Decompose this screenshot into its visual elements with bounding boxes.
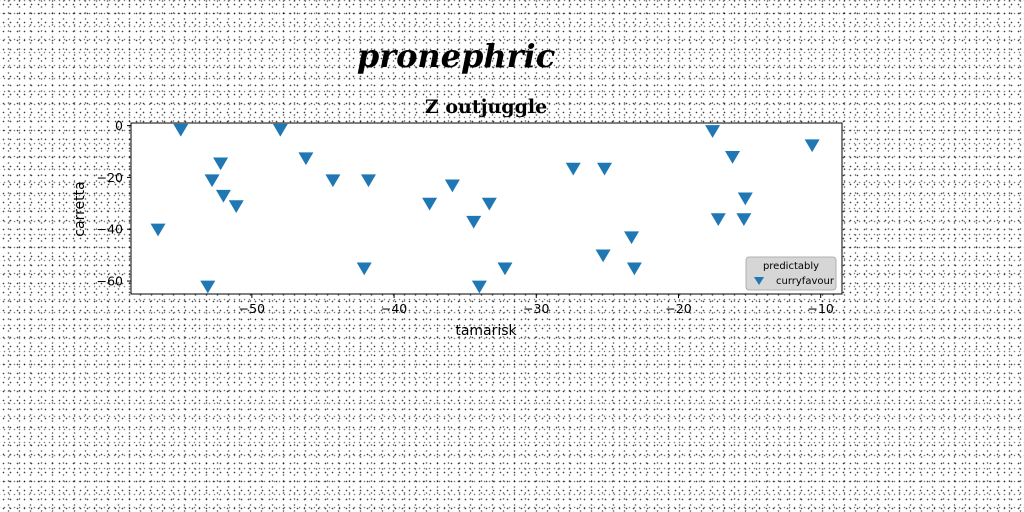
x-tick-label: −50 bbox=[239, 301, 265, 316]
x-tick-label: −30 bbox=[523, 301, 549, 316]
legend-marker-icon bbox=[754, 277, 764, 285]
legend-box bbox=[745, 256, 837, 291]
scatter-point bbox=[737, 192, 753, 206]
scatter-point bbox=[444, 179, 460, 193]
scatter-point bbox=[595, 249, 611, 263]
scatter-point bbox=[213, 157, 229, 171]
scatter-point bbox=[150, 223, 166, 237]
scatter-point bbox=[298, 152, 314, 166]
y-axis-label: carretta bbox=[72, 181, 88, 236]
scatter-point bbox=[725, 151, 741, 164]
scatter-point bbox=[173, 123, 189, 137]
scatter-point bbox=[497, 262, 513, 276]
plot-frame bbox=[130, 122, 843, 295]
plot-area bbox=[131, 123, 842, 294]
chart-suptitle: pronephric bbox=[357, 37, 555, 75]
x-tick-label: −20 bbox=[665, 301, 691, 316]
legend: predictably curryfavour bbox=[745, 256, 837, 291]
scatter-point bbox=[626, 262, 642, 276]
y-tick-label: −20 bbox=[97, 170, 123, 185]
x-tick-label: −40 bbox=[381, 301, 407, 316]
scatter-point bbox=[624, 231, 640, 245]
y-tick-label: −60 bbox=[97, 274, 123, 289]
scatter-point bbox=[200, 280, 216, 294]
scatter-point bbox=[804, 139, 820, 153]
scatter-point bbox=[705, 125, 721, 138]
legend-entry-curryfavour: curryfavour bbox=[776, 276, 835, 287]
scatter-point bbox=[215, 189, 231, 203]
scatter-point bbox=[356, 262, 372, 276]
axis-ticks: −50 −40 −30 −20 −10 0 −20 −40 −60 bbox=[97, 118, 834, 316]
scatter-point bbox=[597, 162, 613, 176]
scatter-point bbox=[481, 197, 497, 211]
scatter-point bbox=[466, 215, 482, 229]
scatter-point bbox=[272, 123, 288, 137]
legend-title: predictably bbox=[763, 261, 819, 272]
scatter-point bbox=[471, 280, 487, 294]
data-points bbox=[150, 123, 820, 294]
x-tick-label: −10 bbox=[807, 301, 833, 316]
scatter-point bbox=[228, 200, 244, 214]
scatter-point bbox=[325, 174, 341, 188]
scatter-point bbox=[710, 213, 726, 226]
scatter-point bbox=[360, 174, 376, 188]
x-axis-label: tamarisk bbox=[455, 323, 517, 339]
chart-title: Z outjuggle bbox=[425, 96, 547, 118]
scatter-point bbox=[204, 174, 220, 188]
scatter-point bbox=[736, 213, 752, 226]
scatter-point bbox=[565, 162, 581, 176]
y-tick-label: −40 bbox=[97, 222, 123, 237]
scatter-point bbox=[422, 197, 438, 211]
y-tick-label: 0 bbox=[115, 118, 123, 133]
